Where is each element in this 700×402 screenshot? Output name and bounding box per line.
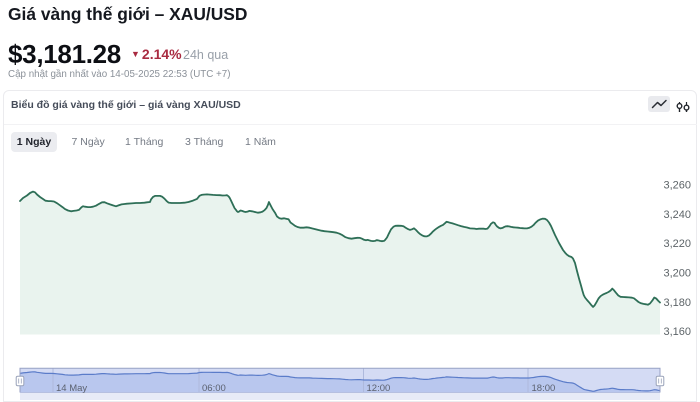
svg-text:18:00: 18:00 xyxy=(532,383,556,394)
svg-text:3,160: 3,160 xyxy=(663,326,691,338)
svg-text:06:00: 06:00 xyxy=(202,383,226,394)
svg-text:3,180: 3,180 xyxy=(663,297,691,309)
svg-text:12:00: 12:00 xyxy=(367,383,391,394)
svg-text:3,240: 3,240 xyxy=(663,209,691,221)
svg-text:3,220: 3,220 xyxy=(663,238,691,250)
svg-text:3,260: 3,260 xyxy=(663,180,691,192)
svg-text:14 May: 14 May xyxy=(56,383,87,394)
svg-text:3,200: 3,200 xyxy=(663,268,691,280)
